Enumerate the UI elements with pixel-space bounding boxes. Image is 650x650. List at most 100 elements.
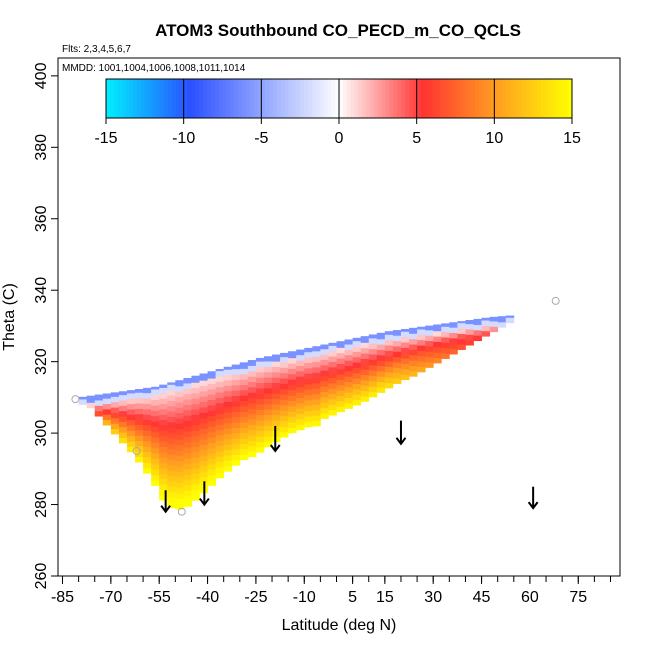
heatmap-cell bbox=[175, 471, 184, 478]
colorbar-segment bbox=[148, 79, 154, 118]
heatmap-cell bbox=[151, 464, 160, 470]
heatmap-cell bbox=[384, 361, 394, 367]
heatmap-cell bbox=[312, 404, 321, 411]
heatmap-cell bbox=[207, 453, 217, 459]
colorbar-segment bbox=[370, 79, 375, 118]
colorbar-segment bbox=[568, 79, 573, 118]
colorbar-tick-label: 0 bbox=[335, 130, 344, 147]
colorbar-segment bbox=[366, 79, 371, 118]
heatmap-cell bbox=[376, 332, 386, 334]
heatmap-cell bbox=[449, 343, 458, 350]
heatmap-cell bbox=[223, 422, 233, 429]
heatmap-cell bbox=[473, 319, 482, 325]
heatmap-cell bbox=[272, 436, 281, 442]
heatmap-cell bbox=[263, 403, 273, 410]
heatmap-cell bbox=[102, 408, 112, 415]
profile-arrow-head bbox=[199, 497, 210, 507]
heatmap-cell bbox=[409, 344, 418, 350]
heatmap-cell bbox=[94, 410, 104, 417]
heatmap-cell bbox=[151, 437, 160, 443]
y-tick-label: 360 bbox=[33, 205, 50, 232]
heatmap-cell bbox=[255, 361, 265, 367]
heatmap-cell bbox=[272, 377, 281, 384]
heatmap-cell bbox=[183, 474, 192, 480]
heatmap-cell bbox=[272, 414, 281, 421]
heatmap-cell bbox=[223, 396, 233, 402]
heatmap-cell bbox=[215, 370, 225, 377]
heatmap-cell bbox=[78, 396, 88, 400]
heatmap-cell bbox=[135, 408, 144, 415]
heatmap-cell bbox=[191, 468, 200, 474]
heatmap-cell bbox=[175, 450, 184, 456]
heatmap-cell bbox=[425, 362, 434, 368]
heatmap-cell bbox=[263, 441, 273, 448]
colorbar-segment bbox=[133, 79, 138, 118]
heatmap-cell bbox=[231, 406, 241, 413]
heatmap-cell bbox=[110, 401, 120, 408]
heatmap-cell bbox=[280, 388, 289, 395]
heatmap-cell bbox=[207, 394, 217, 401]
heatmap-cell bbox=[328, 350, 337, 357]
colorbar-segment bbox=[408, 79, 414, 118]
heatmap-cell bbox=[280, 399, 289, 406]
heatmap-cell bbox=[231, 374, 241, 380]
heatmap-cell bbox=[433, 346, 442, 353]
heatmap-cell bbox=[320, 380, 329, 387]
heatmap-cell bbox=[441, 342, 450, 349]
heatmap-cell bbox=[320, 402, 329, 409]
heatmap-cell bbox=[296, 397, 305, 404]
heatmap-cell bbox=[376, 371, 386, 377]
heatmap-cell bbox=[135, 389, 144, 393]
x-tick-label: -25 bbox=[244, 589, 267, 606]
colorbar-segment bbox=[424, 79, 429, 118]
heatmap-cell bbox=[199, 385, 208, 392]
heatmap-cell bbox=[272, 354, 281, 357]
colorbar-segment bbox=[490, 79, 495, 118]
heatmap-cell bbox=[118, 416, 128, 422]
heatmap-cell bbox=[231, 384, 241, 391]
heatmap-cell bbox=[223, 428, 233, 435]
heatmap-cell bbox=[296, 419, 305, 425]
heatmap-cell bbox=[199, 449, 208, 456]
heatmap-cell bbox=[425, 356, 434, 363]
heatmap-cell bbox=[449, 322, 458, 328]
heatmap-cell bbox=[199, 444, 208, 451]
heatmap-cell bbox=[143, 408, 152, 415]
heatmap-cell bbox=[215, 418, 225, 425]
heatmap-cell bbox=[143, 457, 152, 463]
heatmap-cell bbox=[110, 407, 120, 413]
heatmap-cell bbox=[312, 393, 321, 400]
heatmap-cell bbox=[441, 326, 450, 333]
heatmap-cell bbox=[143, 446, 152, 453]
heatmap-cell bbox=[497, 316, 507, 317]
heatmap-cell bbox=[207, 421, 217, 427]
heatmap-cell bbox=[215, 392, 225, 398]
heatmap-cell bbox=[223, 369, 233, 376]
circle-marker bbox=[177, 507, 186, 516]
heatmap-cell bbox=[344, 381, 354, 388]
heatmap-cell bbox=[312, 361, 321, 368]
heatmap-cell bbox=[199, 476, 208, 483]
heatmap-cell bbox=[247, 403, 257, 409]
heatmap-cell bbox=[400, 342, 410, 348]
heatmap-cell bbox=[118, 410, 128, 417]
heatmap-cell bbox=[86, 402, 96, 409]
y-tick-label: 400 bbox=[33, 62, 50, 89]
heatmap-cell bbox=[280, 352, 289, 358]
heatmap-cell bbox=[384, 377, 394, 384]
heatmap-cell bbox=[352, 394, 362, 401]
x-tick-label: -55 bbox=[148, 589, 171, 606]
heatmap-cell bbox=[207, 431, 217, 438]
heatmap-cell bbox=[489, 326, 499, 333]
heatmap-cell bbox=[263, 436, 273, 442]
heatmap-cell bbox=[304, 362, 313, 369]
heatmap-cell bbox=[215, 386, 225, 393]
heatmap-cell bbox=[433, 336, 442, 342]
heatmap-cell bbox=[296, 354, 305, 361]
heatmap-cell bbox=[118, 391, 128, 396]
heatmap-cell bbox=[167, 389, 176, 396]
heatmap-cell bbox=[296, 370, 305, 377]
heatmap-cell bbox=[175, 455, 184, 462]
profile-arrow-head bbox=[269, 444, 281, 453]
heatmap-cell bbox=[215, 435, 225, 441]
